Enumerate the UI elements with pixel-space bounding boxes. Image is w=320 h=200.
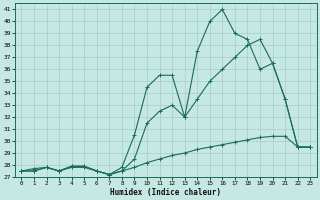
X-axis label: Humidex (Indice chaleur): Humidex (Indice chaleur): [110, 188, 221, 197]
